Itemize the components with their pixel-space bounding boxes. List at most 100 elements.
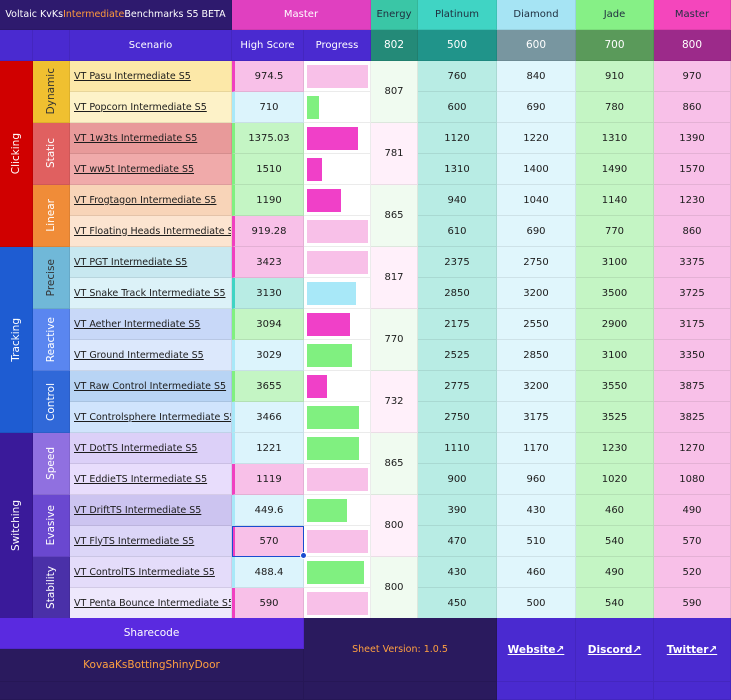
threshold-jade: 1490	[576, 154, 654, 185]
threshold-diamond: 1170	[497, 433, 576, 464]
scenario-link[interactable]: VT Pasu Intermediate S5	[74, 70, 191, 82]
scenario-link[interactable]: VT Controlsphere Intermediate S5	[74, 411, 232, 423]
progress-cell	[304, 154, 371, 185]
scenario-link[interactable]: VT EddieTS Intermediate S5	[74, 473, 208, 485]
threshold-jade: 910	[576, 61, 654, 92]
threshold-jade: 460	[576, 495, 654, 526]
twitter-link[interactable]: Twitter↗	[654, 618, 731, 682]
scenario-link[interactable]: VT 1w3ts Intermediate S5	[74, 132, 198, 144]
subcategory-dynamic: Dynamic	[33, 61, 70, 123]
scenario-link[interactable]: VT FlyTS Intermediate S5	[74, 535, 195, 547]
scenario-row-6[interactable]: VT Floating Heads Intermediate S5	[70, 216, 232, 247]
progress-cell	[304, 123, 371, 154]
scenario-row-15[interactable]: VT DriftTS Intermediate S5	[70, 495, 232, 526]
threshold-jade: 1230	[576, 433, 654, 464]
scenario-row-7[interactable]: VT PGT Intermediate S5	[70, 247, 232, 278]
scenario-link[interactable]: VT Raw Control Intermediate S5	[74, 380, 227, 392]
high-score[interactable]: 1221	[232, 433, 304, 464]
scenario-link[interactable]: VT Ground Intermediate S5	[74, 349, 204, 361]
scenario-row-17[interactable]: VT ControlTS Intermediate S5	[70, 557, 232, 588]
high-score[interactable]: 3423	[232, 247, 304, 278]
high-score[interactable]: 1375.03	[232, 123, 304, 154]
website-link[interactable]: Website↗	[497, 618, 576, 682]
threshold-jade: 2900	[576, 309, 654, 340]
high-score[interactable]: 1190	[232, 185, 304, 216]
scenario-link[interactable]: VT Popcorn Intermediate S5	[74, 101, 207, 113]
rank-points-platinum: 500	[418, 30, 497, 61]
scenario-link[interactable]: VT Floating Heads Intermediate S5	[74, 225, 232, 237]
threshold-diamond: 510	[497, 526, 576, 557]
energy-linear: 865	[371, 185, 418, 247]
scenario-link[interactable]: VT PGT Intermediate S5	[74, 256, 188, 268]
threshold-platinum: 610	[418, 216, 497, 247]
twitter-link-label[interactable]: Twitter↗	[666, 643, 718, 656]
high-score[interactable]: 1119	[232, 464, 304, 495]
scenario-row-9[interactable]: VT Aether Intermediate S5	[70, 309, 232, 340]
scenario-row-4[interactable]: VT ww5t Intermediate S5	[70, 154, 232, 185]
scenario-row-14[interactable]: VT EddieTS Intermediate S5	[70, 464, 232, 495]
subcategory-control: Control	[33, 371, 70, 433]
scenario-row-16[interactable]: VT FlyTS Intermediate S5	[70, 526, 232, 557]
high-score[interactable]: 488.4	[232, 557, 304, 588]
threshold-jade: 3100	[576, 340, 654, 371]
scenario-row-12[interactable]: VT Controlsphere Intermediate S5	[70, 402, 232, 433]
high-score[interactable]: 3029	[232, 340, 304, 371]
high-score[interactable]: 449.6	[232, 495, 304, 526]
scenario-link[interactable]: VT DotTS Intermediate S5	[74, 442, 198, 454]
progress-bar	[307, 251, 368, 274]
high-score[interactable]: 1510	[232, 154, 304, 185]
high-score[interactable]: 710	[232, 92, 304, 123]
category-clicking: Clicking	[0, 61, 33, 247]
discord-link[interactable]: Discord↗	[576, 618, 654, 682]
high-score[interactable]: 590	[232, 588, 304, 619]
high-score[interactable]: 3130	[232, 278, 304, 309]
category-switching: Switching	[0, 433, 33, 619]
website-link-label[interactable]: Website↗	[507, 643, 565, 656]
threshold-diamond: 1220	[497, 123, 576, 154]
scenario-row-5[interactable]: VT Frogtagon Intermediate S5	[70, 185, 232, 216]
subcategory-label: Precise	[45, 258, 57, 297]
threshold-diamond: 500	[497, 588, 576, 619]
scenario-row-1[interactable]: VT Pasu Intermediate S5	[70, 61, 232, 92]
progress-bar	[307, 468, 368, 491]
threshold-jade: 3500	[576, 278, 654, 309]
scenario-row-18[interactable]: VT Penta Bounce Intermediate S5	[70, 588, 232, 619]
threshold-diamond: 2550	[497, 309, 576, 340]
sharecode-value[interactable]: KovaaKsBottingShinyDoor	[0, 649, 304, 682]
high-score[interactable]: 570	[232, 526, 304, 557]
energy-control: 732	[371, 371, 418, 433]
progress-cell	[304, 371, 371, 402]
subcategory-label: Stability	[45, 566, 57, 609]
scenario-link[interactable]: VT DriftTS Intermediate S5	[74, 504, 202, 516]
discord-link-label[interactable]: Discord↗	[587, 643, 642, 656]
scenario-row-8[interactable]: VT Snake Track Intermediate S5	[70, 278, 232, 309]
footer-spacer-mid	[304, 682, 497, 700]
progress-cell	[304, 588, 371, 619]
scenario-link[interactable]: VT Frogtagon Intermediate S5	[74, 194, 217, 206]
scenario-link[interactable]: VT ww5t Intermediate S5	[74, 163, 195, 175]
scenario-row-13[interactable]: VT DotTS Intermediate S5	[70, 433, 232, 464]
high-score[interactable]: 974.5	[232, 61, 304, 92]
subcategory-precise: Precise	[33, 247, 70, 309]
high-score[interactable]: 3466	[232, 402, 304, 433]
scenario-link[interactable]: VT Snake Track Intermediate S5	[74, 287, 226, 299]
scenario-row-3[interactable]: VT 1w3ts Intermediate S5	[70, 123, 232, 154]
progress-bar	[307, 158, 322, 181]
high-score[interactable]: 3094	[232, 309, 304, 340]
scenario-row-10[interactable]: VT Ground Intermediate S5	[70, 340, 232, 371]
high-score[interactable]: 919.28	[232, 216, 304, 247]
scenario-link[interactable]: VT ControlTS Intermediate S5	[74, 566, 215, 578]
high-score[interactable]: 3655	[232, 371, 304, 402]
threshold-diamond: 960	[497, 464, 576, 495]
threshold-diamond: 690	[497, 92, 576, 123]
scenario-link[interactable]: VT Penta Bounce Intermediate S5	[74, 597, 232, 609]
header-category	[0, 30, 33, 61]
energy-precise: 817	[371, 247, 418, 309]
rank-header-platinum: Platinum	[418, 0, 497, 30]
threshold-jade: 1310	[576, 123, 654, 154]
selection-handle[interactable]	[300, 552, 307, 559]
threshold-platinum: 2850	[418, 278, 497, 309]
scenario-link[interactable]: VT Aether Intermediate S5	[74, 318, 201, 330]
scenario-row-2[interactable]: VT Popcorn Intermediate S5	[70, 92, 232, 123]
scenario-row-11[interactable]: VT Raw Control Intermediate S5	[70, 371, 232, 402]
